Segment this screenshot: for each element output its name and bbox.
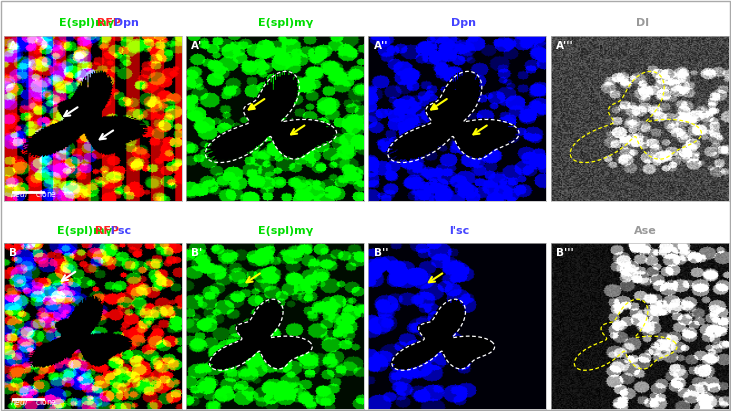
Text: A: A bbox=[9, 41, 17, 51]
Text: B''': B''' bbox=[556, 248, 574, 258]
Text: Ase: Ase bbox=[634, 226, 656, 236]
Text: A': A' bbox=[192, 41, 202, 51]
Text: E(spl)mγ: E(spl)mγ bbox=[258, 18, 314, 28]
Text: B'': B'' bbox=[374, 248, 388, 258]
Text: E(spl)mγ: E(spl)mγ bbox=[56, 226, 112, 236]
Text: A'': A'' bbox=[374, 41, 388, 51]
Text: Dpn: Dpn bbox=[110, 18, 138, 28]
Text: l'sc: l'sc bbox=[107, 226, 132, 236]
Text: $\it{neur^{-}}$ clone: $\it{neur^{-}}$ clone bbox=[10, 396, 57, 407]
Text: Dl: Dl bbox=[635, 18, 648, 28]
Text: E(spl)mγ: E(spl)mγ bbox=[58, 18, 114, 28]
Text: B': B' bbox=[192, 248, 202, 258]
Text: RFP: RFP bbox=[93, 18, 121, 28]
Text: $\it{neur^{-}}$ clone: $\it{neur^{-}}$ clone bbox=[10, 188, 57, 199]
Text: A''': A''' bbox=[556, 41, 574, 51]
Text: RFP: RFP bbox=[91, 226, 118, 236]
Text: B: B bbox=[9, 248, 17, 258]
Text: Dpn: Dpn bbox=[451, 18, 476, 28]
Text: E(spl)mγ: E(spl)mγ bbox=[258, 226, 314, 236]
Text: l'sc: l'sc bbox=[449, 226, 469, 236]
